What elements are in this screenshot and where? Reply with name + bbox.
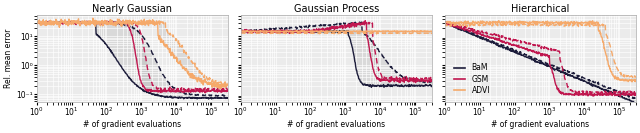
Legend: BaM, GSM, ADVI: BaM, GSM, ADVI [452,62,492,96]
Title: Nearly Gaussian: Nearly Gaussian [92,4,172,14]
Title: Hierarchical: Hierarchical [511,4,570,14]
Title: Gaussian Process: Gaussian Process [294,4,379,14]
Y-axis label: Rel. mean error: Rel. mean error [4,29,13,88]
X-axis label: # of gradient evaluations: # of gradient evaluations [83,120,181,129]
X-axis label: # of gradient evaluations: # of gradient evaluations [492,120,589,129]
X-axis label: # of gradient evaluations: # of gradient evaluations [287,120,385,129]
